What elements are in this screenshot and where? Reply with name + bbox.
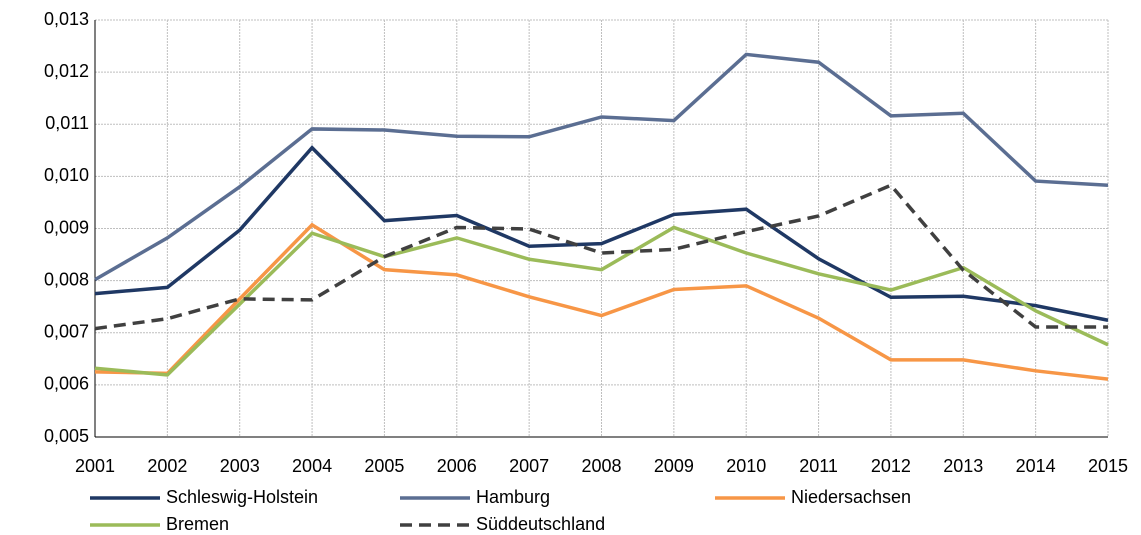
x-tick-label: 2012 [871, 456, 911, 476]
x-tick-label: 2010 [726, 456, 766, 476]
legend-label: Niedersachsen [791, 487, 911, 507]
y-tick-label: 0,011 [45, 113, 89, 133]
series-line [94, 145, 1109, 322]
x-tick-label: 2004 [292, 456, 332, 476]
y-tick-label: 0,012 [44, 61, 89, 81]
x-tick-label: 2014 [1016, 456, 1056, 476]
series-line [94, 183, 1108, 331]
y-tick-label: 0,005 [44, 426, 89, 446]
y-tick-label: 0,010 [44, 165, 89, 185]
y-tick-label: 0,013 [44, 9, 89, 29]
series-line [94, 225, 1109, 377]
x-tick-label: 2003 [220, 456, 260, 476]
x-tick-label: 2013 [943, 456, 983, 476]
x-tick-label: 2008 [581, 456, 621, 476]
legend-label: Hamburg [476, 487, 550, 507]
legend-label: Bremen [166, 514, 229, 534]
y-tick-label: 0,009 [44, 217, 89, 237]
y-tick-label: 0,008 [44, 269, 89, 289]
legend-label: Schleswig-Holstein [166, 487, 318, 507]
x-tick-label: 2002 [147, 456, 187, 476]
x-tick-label: 2006 [437, 456, 477, 476]
x-tick-label: 2007 [509, 456, 549, 476]
series-line [94, 222, 1109, 381]
x-tick-label: 2015 [1088, 456, 1128, 476]
x-tick-label: 2011 [799, 456, 838, 476]
x-tick-label: 2005 [364, 456, 404, 476]
x-tick-label: 2001 [75, 456, 115, 476]
x-tick-label: 2009 [654, 456, 694, 476]
y-tick-label: 0,007 [44, 322, 89, 342]
y-tick-label: 0,006 [44, 374, 89, 394]
series-line [94, 52, 1109, 282]
legend-label: Süddeutschland [476, 514, 605, 534]
